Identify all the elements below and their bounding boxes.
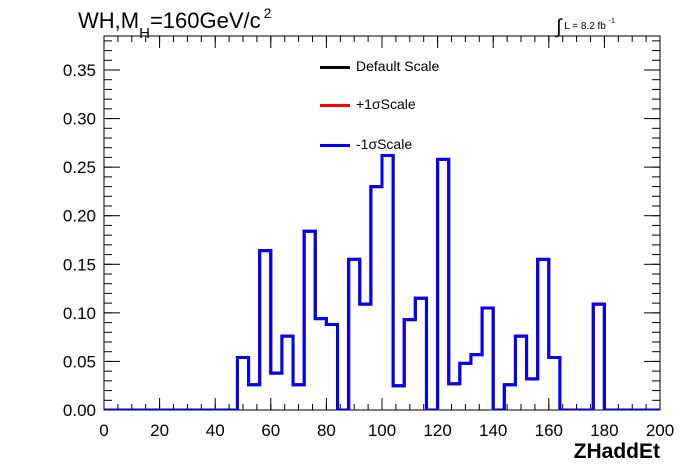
y-tick-label: 0.00: [63, 401, 96, 420]
x-tick-label: 120: [423, 421, 451, 440]
title-subscript: H: [139, 25, 150, 42]
x-tick-label: 20: [150, 421, 169, 440]
y-tick-label: 0.20: [63, 207, 96, 226]
legend-label-plus: +1σScale: [356, 96, 416, 112]
x-tick-label: 40: [206, 421, 225, 440]
y-tick-label: 0.35: [63, 61, 96, 80]
legend-swatch-plus: [320, 103, 350, 107]
x-tick-label: 60: [261, 421, 280, 440]
plot-title: WH,MH=160GeV/c 2: [78, 5, 271, 42]
x-tick-label: 100: [368, 421, 396, 440]
x-tick-label: 80: [317, 421, 336, 440]
x-axis-label: ZHaddEt: [573, 440, 660, 463]
legend-swatch-default: [320, 65, 350, 69]
histogram-series-0: [104, 153, 660, 410]
x-tick-label: 140: [479, 421, 507, 440]
y-tick-label: 0.10: [63, 304, 96, 323]
integral-symbol: ∫: [556, 16, 562, 38]
y-tick-label: 0.15: [63, 255, 96, 274]
histogram-series-1: [104, 153, 660, 410]
luminosity-exponent: -1: [608, 18, 615, 25]
title-prefix: WH,M: [78, 8, 140, 33]
x-tick-label: 160: [535, 421, 563, 440]
legend-entry-default: Default Scale: [320, 58, 439, 74]
y-tick-label: 0.05: [63, 352, 96, 371]
legend-label-minus: -1σScale: [356, 136, 413, 152]
y-tick-label: 0.30: [63, 110, 96, 129]
x-tick-label: 0: [99, 421, 108, 440]
histogram-series-2: [104, 153, 660, 410]
plot-frame: [103, 35, 661, 411]
legend-swatch-minus: [320, 143, 350, 147]
x-tick-label: 180: [590, 421, 618, 440]
y-tick-label: 0.25: [63, 158, 96, 177]
legend-label-default: Default Scale: [356, 58, 440, 74]
legend-entry-plus: +1σScale: [320, 96, 416, 112]
luminosity-label: ∫ L = 8.2 fb -1: [556, 12, 615, 38]
title-suffix: =160GeV/c: [149, 8, 261, 33]
legend-entry-minus: -1σScale: [320, 136, 412, 152]
luminosity-text: L = 8.2 fb: [564, 21, 606, 32]
title-superscript: 2: [263, 5, 272, 21]
x-tick-label: 200: [646, 421, 674, 440]
